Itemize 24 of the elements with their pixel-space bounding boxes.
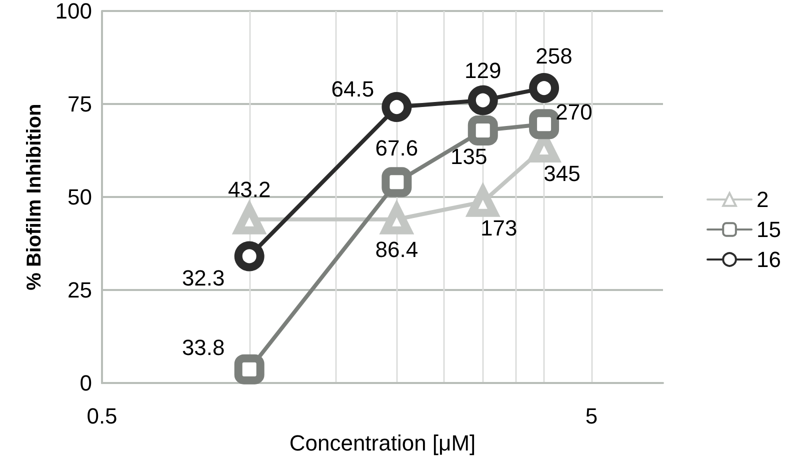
annotation: 129 — [464, 58, 502, 83]
annotation: 270 — [556, 100, 592, 125]
x-tick-label: 0.5 — [86, 404, 118, 429]
annotation: 345 — [544, 161, 580, 186]
annotation: 258 — [536, 44, 572, 69]
x-tick-label: 5 — [585, 404, 598, 429]
annotation: 32.3 — [182, 266, 225, 291]
annotation: 64.5 — [331, 76, 374, 102]
annotation: 43.2 — [228, 176, 271, 202]
x-axis-title: Concentration [μM] — [289, 430, 476, 456]
legend-label: 2 — [756, 187, 769, 212]
y-axis-title: % Biofilm Inhibition — [23, 104, 46, 290]
annotation: 86.4 — [375, 236, 418, 262]
annotation: 33.8 — [182, 334, 225, 360]
y-tick-label: 50 — [68, 184, 92, 210]
y-tick-label: 75 — [68, 92, 92, 117]
y-tick-label: 100 — [55, 0, 92, 24]
y-tick-label: 25 — [68, 278, 92, 303]
legend-label: 15 — [756, 217, 782, 242]
y-tick-label: 0 — [80, 370, 92, 396]
legend-label: 16 — [756, 247, 782, 272]
annotation: 67.6 — [375, 136, 418, 161]
annotation: 135 — [450, 144, 488, 169]
annotation: 173 — [480, 215, 518, 240]
